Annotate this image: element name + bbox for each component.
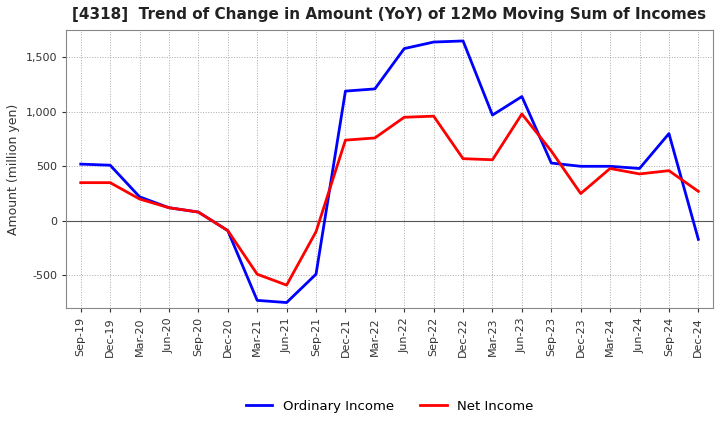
Ordinary Income — [577, 164, 585, 169]
Ordinary Income — [76, 161, 85, 167]
Legend: Ordinary Income, Net Income: Ordinary Income, Net Income — [240, 395, 539, 418]
Ordinary Income — [459, 38, 467, 44]
Ordinary Income — [194, 209, 203, 215]
Net Income — [312, 229, 320, 235]
Ordinary Income — [371, 86, 379, 92]
Net Income — [165, 205, 174, 210]
Ordinary Income — [547, 161, 556, 166]
Line: Net Income: Net Income — [81, 114, 698, 285]
Net Income — [194, 209, 203, 215]
Net Income — [694, 189, 703, 194]
Y-axis label: Amount (million yen): Amount (million yen) — [7, 103, 20, 235]
Net Income — [547, 148, 556, 154]
Ordinary Income — [282, 300, 291, 305]
Ordinary Income — [165, 205, 174, 210]
Ordinary Income — [400, 46, 408, 51]
Net Income — [429, 114, 438, 119]
Net Income — [400, 114, 408, 120]
Net Income — [135, 196, 144, 202]
Net Income — [459, 156, 467, 161]
Net Income — [76, 180, 85, 185]
Line: Ordinary Income: Ordinary Income — [81, 41, 698, 303]
Ordinary Income — [606, 164, 614, 169]
Net Income — [606, 166, 614, 171]
Ordinary Income — [106, 162, 114, 168]
Ordinary Income — [518, 94, 526, 99]
Ordinary Income — [665, 131, 673, 136]
Net Income — [488, 157, 497, 162]
Net Income — [253, 271, 261, 277]
Ordinary Income — [694, 237, 703, 242]
Ordinary Income — [253, 298, 261, 303]
Ordinary Income — [341, 88, 350, 94]
Net Income — [518, 111, 526, 117]
Net Income — [371, 136, 379, 141]
Net Income — [665, 168, 673, 173]
Title: [4318]  Trend of Change in Amount (YoY) of 12Mo Moving Sum of Incomes: [4318] Trend of Change in Amount (YoY) o… — [73, 7, 706, 22]
Ordinary Income — [223, 228, 232, 233]
Net Income — [577, 191, 585, 196]
Ordinary Income — [429, 40, 438, 45]
Net Income — [106, 180, 114, 185]
Ordinary Income — [488, 113, 497, 118]
Net Income — [635, 171, 644, 176]
Net Income — [282, 282, 291, 288]
Ordinary Income — [635, 166, 644, 171]
Ordinary Income — [312, 271, 320, 277]
Net Income — [341, 138, 350, 143]
Ordinary Income — [135, 194, 144, 199]
Net Income — [223, 228, 232, 233]
